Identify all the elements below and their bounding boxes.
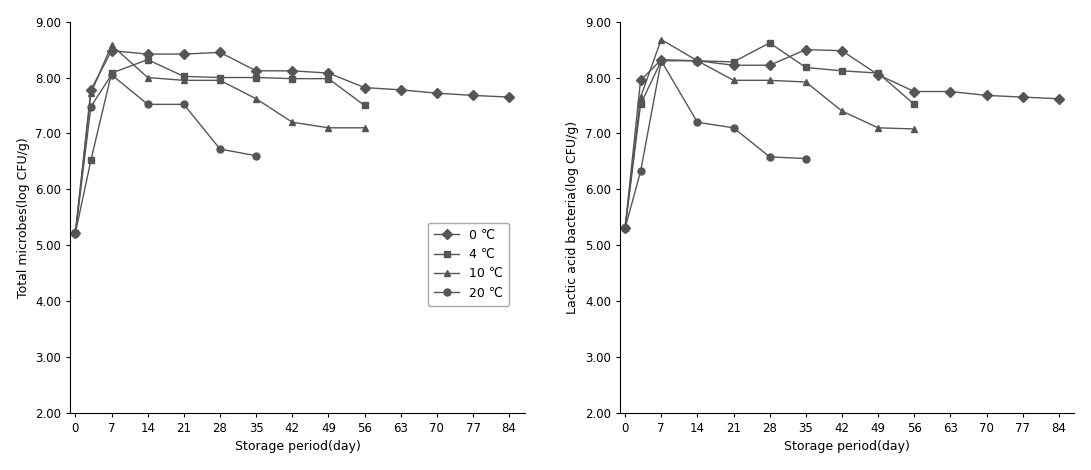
Y-axis label: Total microbes(log CFU/g): Total microbes(log CFU/g) [16,137,29,298]
0 ℃ [69,230,82,235]
10 ℃ [322,125,335,131]
0 ℃ [503,94,516,100]
0 ℃ [141,51,154,57]
0 ℃ [84,87,97,93]
20 ℃ [84,104,97,110]
10 ℃ [84,90,97,96]
20 ℃ [69,230,82,235]
4 ℃ [105,70,118,76]
4 ℃ [141,57,154,63]
Y-axis label: Lactic acid bacteria(log CFU/g): Lactic acid bacteria(log CFU/g) [566,121,579,314]
Line: 20 ℃: 20 ℃ [72,71,260,236]
10 ℃ [69,230,82,235]
Legend: 0 ℃, 4 ℃, 10 ℃, 20 ℃: 0 ℃, 4 ℃, 10 ℃, 20 ℃ [428,222,509,306]
4 ℃ [250,75,263,80]
10 ℃ [250,96,263,102]
10 ℃ [141,75,154,80]
10 ℃ [358,125,371,131]
10 ℃ [178,78,191,83]
4 ℃ [84,157,97,163]
0 ℃ [394,87,407,93]
4 ℃ [178,74,191,79]
X-axis label: Storage period(day): Storage period(day) [235,440,360,454]
4 ℃ [214,75,227,80]
0 ℃ [250,68,263,74]
0 ℃ [178,51,191,57]
0 ℃ [467,93,480,98]
Line: 10 ℃: 10 ℃ [72,42,368,236]
4 ℃ [358,102,371,108]
20 ℃ [178,102,191,107]
20 ℃ [250,153,263,158]
0 ℃ [358,85,371,90]
0 ℃ [430,90,443,96]
0 ℃ [214,49,227,55]
0 ℃ [105,48,118,54]
4 ℃ [286,76,299,81]
0 ℃ [322,70,335,76]
10 ℃ [105,42,118,48]
10 ℃ [214,78,227,83]
Line: 4 ℃: 4 ℃ [72,56,368,236]
4 ℃ [322,76,335,81]
0 ℃ [286,68,299,74]
20 ℃ [105,72,118,78]
Line: 0 ℃: 0 ℃ [72,47,513,236]
20 ℃ [214,146,227,152]
4 ℃ [69,230,82,235]
X-axis label: Storage period(day): Storage period(day) [784,440,910,454]
20 ℃ [141,102,154,107]
10 ℃ [286,119,299,125]
